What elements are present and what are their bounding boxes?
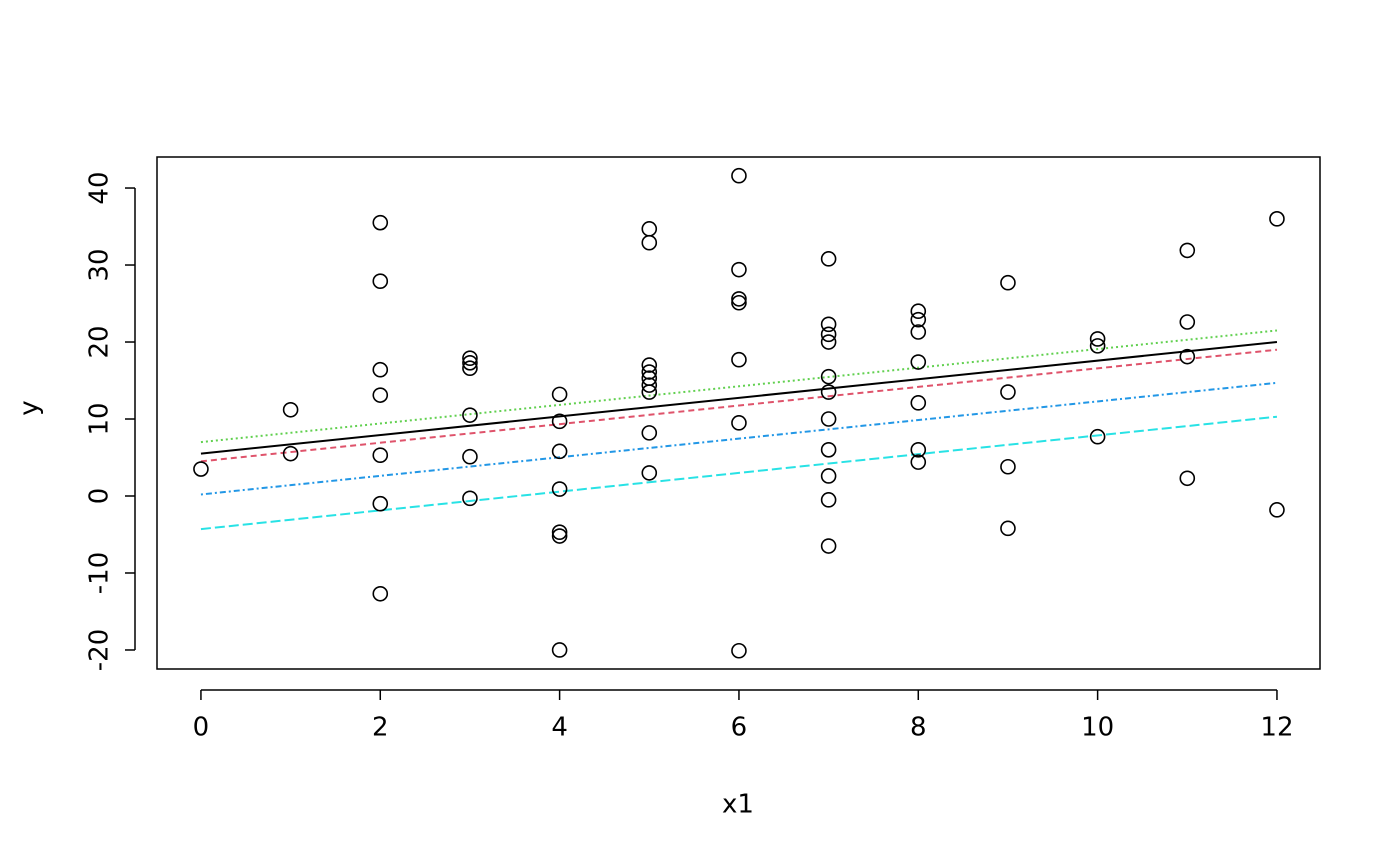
point <box>551 642 568 658</box>
x-tick-label: 8 <box>910 713 927 743</box>
point <box>462 360 478 376</box>
point <box>1000 384 1016 400</box>
point <box>193 461 209 477</box>
point <box>731 351 747 368</box>
point <box>731 642 747 659</box>
y-tick-label: 10 <box>85 402 115 435</box>
point <box>372 361 389 378</box>
point <box>910 454 927 470</box>
point <box>820 326 837 343</box>
point <box>641 465 658 481</box>
point <box>372 214 389 231</box>
point <box>462 350 478 366</box>
point <box>462 490 478 507</box>
point <box>910 395 927 411</box>
fit-line <box>200 329 1278 444</box>
point <box>462 407 478 423</box>
point <box>910 303 927 320</box>
point <box>551 386 568 403</box>
point <box>910 354 927 370</box>
point <box>641 425 658 441</box>
y-tick-label: 40 <box>85 171 115 204</box>
point <box>910 442 927 458</box>
point <box>1000 458 1016 475</box>
y-tick-label: 20 <box>85 325 115 358</box>
x-tick-label: 2 <box>372 713 389 743</box>
point <box>820 316 837 333</box>
x-axis-label: x1 <box>722 790 754 820</box>
point <box>551 524 568 540</box>
point <box>1179 242 1196 259</box>
point <box>641 377 658 393</box>
point <box>462 448 478 465</box>
point <box>820 384 837 400</box>
point <box>372 273 389 289</box>
point <box>820 411 837 427</box>
point <box>731 415 747 431</box>
point <box>1269 502 1285 518</box>
point <box>731 294 747 311</box>
x-tick-label: 6 <box>731 713 748 743</box>
point <box>1179 314 1196 330</box>
point <box>910 311 927 328</box>
point <box>820 468 837 484</box>
point <box>551 443 568 460</box>
point <box>1179 470 1196 487</box>
point <box>462 355 478 371</box>
point <box>731 167 747 184</box>
point <box>1089 338 1106 354</box>
point <box>641 364 658 380</box>
x-tick-label: 4 <box>551 713 568 743</box>
x-tick-label: 12 <box>1260 713 1293 743</box>
point <box>641 221 658 237</box>
fit-line <box>200 381 1278 496</box>
point <box>551 481 568 497</box>
y-axis-label: y <box>15 400 45 415</box>
point <box>820 334 837 350</box>
x-tick-label: 10 <box>1081 713 1114 743</box>
point <box>372 447 389 463</box>
point <box>641 357 658 373</box>
point <box>372 387 389 403</box>
point <box>1269 211 1285 227</box>
point <box>1000 274 1016 291</box>
point <box>820 538 837 554</box>
point <box>372 585 389 602</box>
x-tick-label: 0 <box>193 713 210 743</box>
y-tick-label: -10 <box>85 552 115 594</box>
point <box>551 413 568 430</box>
fit-line <box>200 415 1278 531</box>
point <box>282 401 299 418</box>
point <box>641 384 658 400</box>
y-tick-label: 0 <box>85 488 115 505</box>
point <box>551 528 568 544</box>
point <box>820 251 837 267</box>
y-tick-label: -20 <box>85 629 115 671</box>
point <box>731 261 747 278</box>
point <box>641 234 658 251</box>
point <box>1179 348 1196 365</box>
point <box>820 492 837 508</box>
fit-line <box>200 348 1278 463</box>
y-tick-label: 30 <box>85 248 115 281</box>
point <box>1089 428 1106 445</box>
fit-line <box>200 341 1278 455</box>
point <box>282 445 299 462</box>
point <box>731 291 747 307</box>
point <box>820 368 837 385</box>
point <box>1000 520 1016 537</box>
point <box>372 495 389 512</box>
point <box>820 442 837 458</box>
plot-box <box>156 156 1321 670</box>
point <box>910 324 927 340</box>
point <box>1089 331 1106 347</box>
